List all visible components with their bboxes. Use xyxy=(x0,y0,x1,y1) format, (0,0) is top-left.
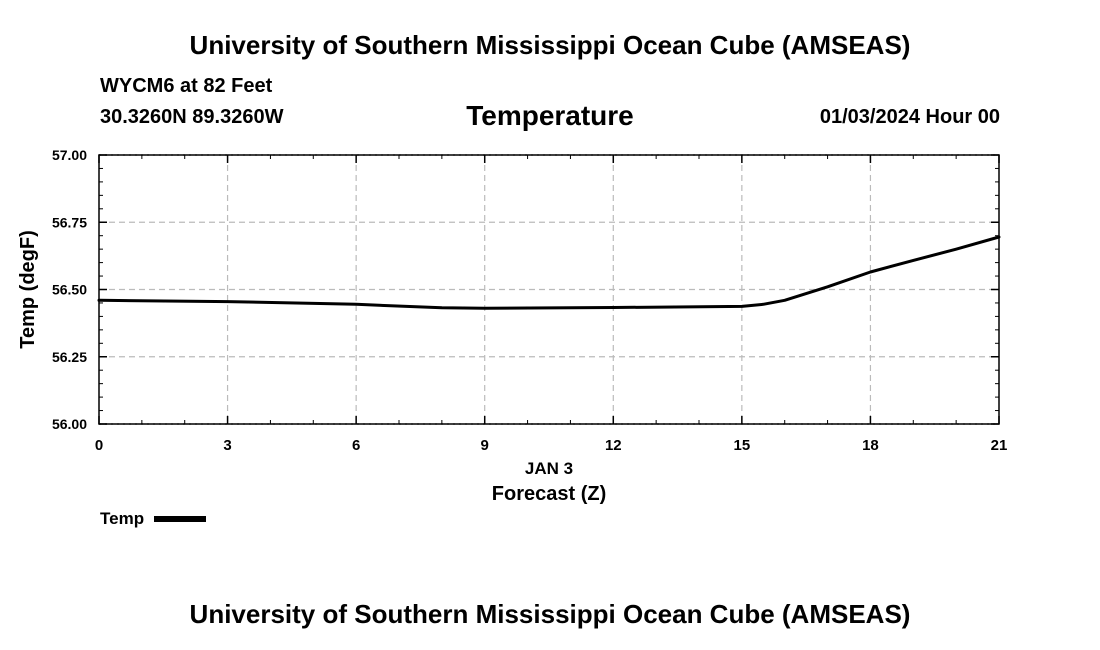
grid-lines xyxy=(99,154,999,425)
x-tick-label: 9 xyxy=(481,437,489,454)
footer-title: University of Southern Mississippi Ocean… xyxy=(189,599,911,629)
y-tick-label: 56.00 xyxy=(52,416,87,432)
forecast-date: 01/03/2024 Hour 00 xyxy=(819,106,1000,128)
y-tick-label: 56.50 xyxy=(52,282,87,298)
y-tick-labels: 56.00 56.25 56.50 56.75 57.00 xyxy=(52,147,87,432)
y-axis-label: Temp (degF) xyxy=(17,230,39,349)
plot-frame xyxy=(98,154,1000,425)
legend: Temp xyxy=(100,509,207,529)
y-tick-label: 57.00 xyxy=(52,147,87,163)
x-axis-label: Forecast (Z) xyxy=(492,483,606,505)
chart-title: Temperature xyxy=(466,100,634,131)
series-layer xyxy=(97,235,1001,310)
station-label: WYCM6 at 82 Feet xyxy=(100,75,273,97)
station-coordinates: 30.3260N 89.3260W xyxy=(100,106,284,128)
y-tick-label: 56.75 xyxy=(52,214,87,230)
x-tick-label: 12 xyxy=(605,437,622,454)
page-title: University of Southern Mississippi Ocean… xyxy=(189,30,911,60)
legend-label: Temp xyxy=(100,509,145,528)
x-tick-labels: 0 3 6 9 12 15 18 21 xyxy=(95,437,1008,454)
temperature-chart: 0 3 6 9 12 15 18 21 56.00 56.25 56.50 56.75 57.00 J… xyxy=(17,147,1008,505)
x-tick-label: 3 xyxy=(223,437,231,454)
x-tick-label: 0 xyxy=(95,437,103,454)
x-tick-label: 18 xyxy=(862,437,879,454)
x-tick-label: 21 xyxy=(991,437,1008,454)
x-tick-label: 6 xyxy=(352,437,360,454)
series-line-temp xyxy=(97,235,1001,310)
x-tick-label: 15 xyxy=(734,437,751,454)
x-axis-date-label: JAN 3 xyxy=(525,459,573,478)
y-tick-label: 56.25 xyxy=(52,349,87,365)
legend-swatch xyxy=(154,516,207,522)
